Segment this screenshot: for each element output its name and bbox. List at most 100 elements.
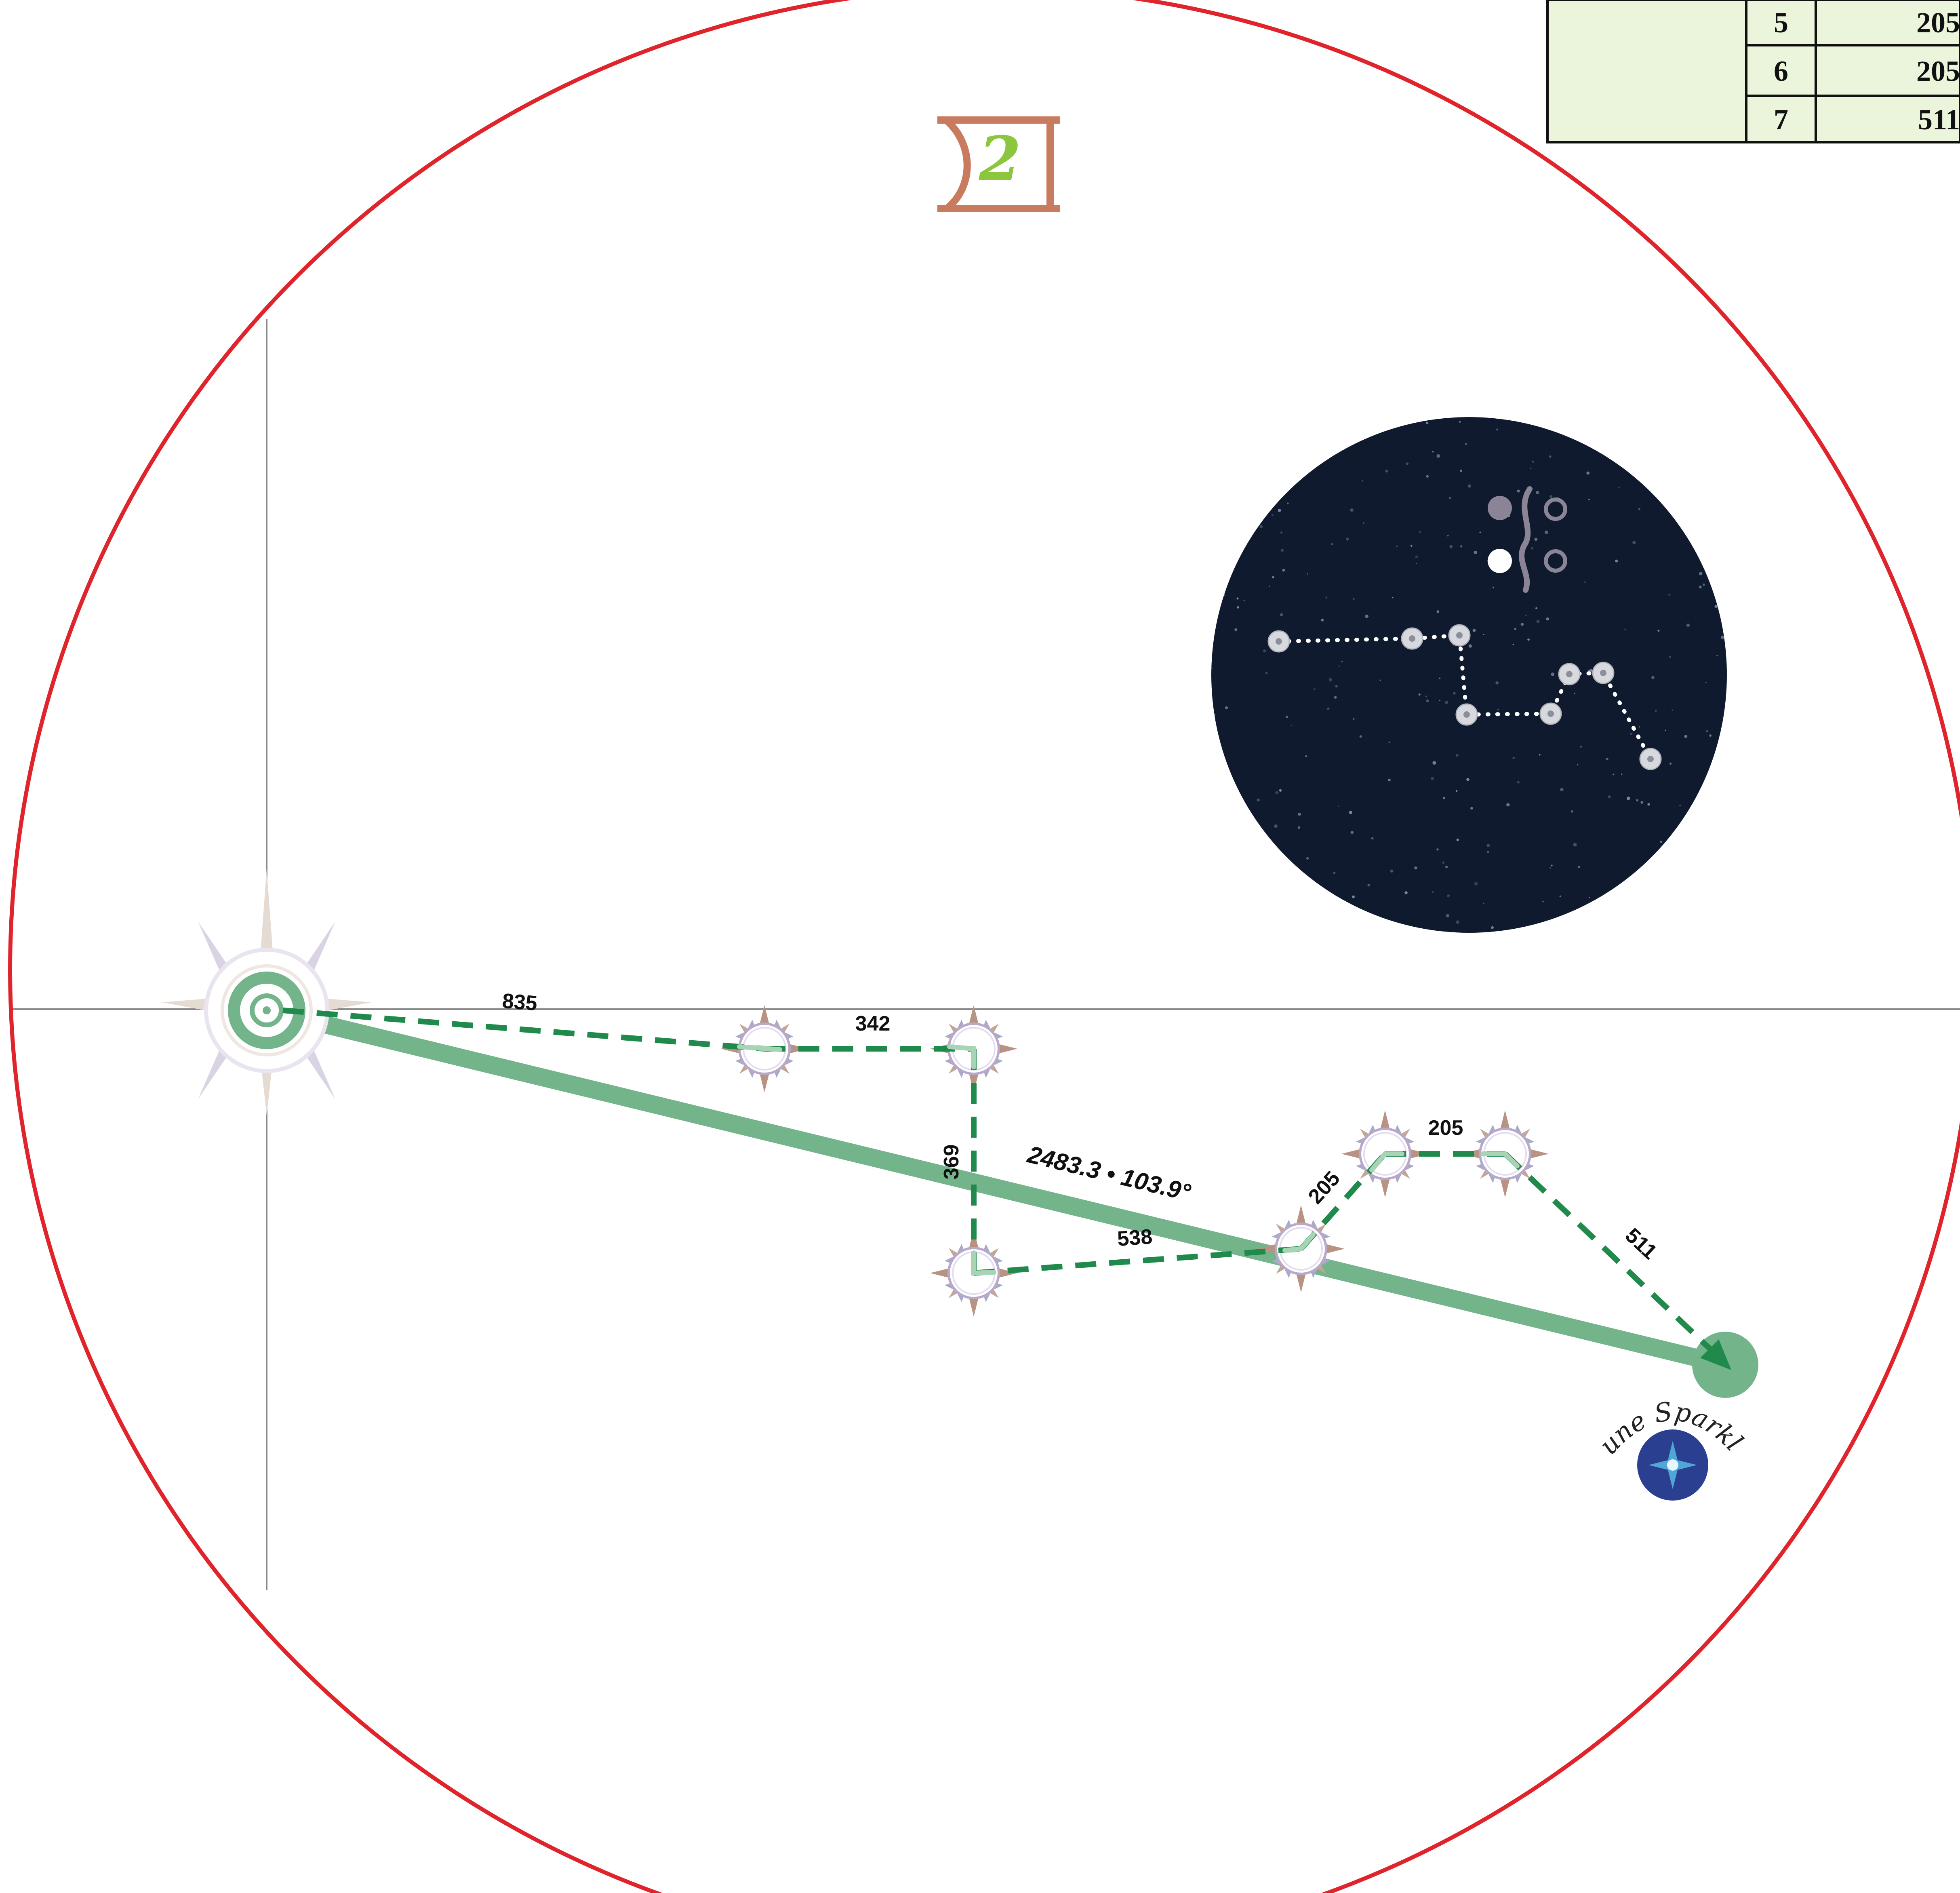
background-star <box>1217 543 1219 544</box>
background-star <box>1278 508 1281 512</box>
leg-label: 835 <box>501 989 538 1016</box>
background-star <box>1291 725 1293 727</box>
background-star <box>1445 865 1448 869</box>
background-star <box>1580 746 1582 748</box>
leg-label: 538 <box>1116 1225 1153 1251</box>
background-star <box>1223 593 1225 596</box>
background-star <box>1257 798 1260 802</box>
background-star <box>1442 861 1444 864</box>
background-star <box>1432 451 1434 453</box>
background-star <box>1419 531 1421 533</box>
background-star <box>1338 665 1340 667</box>
background-star <box>1549 867 1552 869</box>
background-star <box>1363 522 1364 524</box>
background-star <box>1263 649 1266 653</box>
background-star <box>1396 545 1398 548</box>
background-star <box>1679 805 1681 807</box>
background-star <box>1584 581 1586 583</box>
background-star <box>1404 891 1408 894</box>
background-star <box>1487 851 1489 853</box>
background-star <box>1531 547 1534 550</box>
background-star <box>1707 827 1711 831</box>
background-star <box>1350 508 1354 512</box>
background-star <box>1714 605 1718 608</box>
background-star <box>1669 762 1672 765</box>
background-star <box>1449 545 1453 548</box>
background-star <box>1551 864 1553 866</box>
route-leg <box>1503 1151 1715 1354</box>
background-star <box>1439 700 1440 701</box>
background-star <box>1517 489 1520 493</box>
background-star <box>1385 470 1388 473</box>
background-star <box>1512 757 1515 759</box>
background-star <box>1520 622 1524 626</box>
background-star <box>1548 420 1549 422</box>
background-star <box>1517 781 1520 784</box>
background-star <box>1559 895 1561 897</box>
background-star <box>1326 707 1330 710</box>
background-star <box>1455 790 1458 792</box>
background-star <box>1426 699 1429 702</box>
table-row: 5 205 <box>1774 6 1960 39</box>
background-star <box>1571 810 1573 813</box>
route-leg <box>282 1008 765 1052</box>
background-star <box>1456 920 1460 924</box>
background-star <box>1472 628 1476 632</box>
background-star <box>1415 555 1418 558</box>
background-star <box>1608 795 1611 799</box>
background-star <box>1307 573 1308 575</box>
background-star <box>1333 872 1336 875</box>
background-star <box>1352 895 1355 898</box>
table-row: 7 511 <box>1774 103 1960 136</box>
background-star <box>1221 591 1222 593</box>
background-star <box>1325 597 1327 599</box>
background-star <box>1305 755 1307 757</box>
background-star <box>1706 470 1709 472</box>
background-star <box>1265 672 1268 675</box>
background-star <box>1678 829 1680 831</box>
background-star <box>1286 715 1288 718</box>
background-star <box>1353 718 1355 720</box>
background-star <box>1313 688 1316 690</box>
total-path <box>258 1001 1734 1374</box>
background-star <box>1657 629 1660 632</box>
background-star <box>1392 597 1394 599</box>
background-star <box>1297 435 1299 437</box>
origin-compass <box>162 869 372 1115</box>
background-star <box>1307 913 1309 915</box>
background-star <box>1432 891 1434 893</box>
background-star <box>1298 812 1301 816</box>
background-star <box>1532 460 1534 463</box>
background-star <box>1549 495 1553 498</box>
background-star <box>1253 490 1255 492</box>
background-star <box>1379 679 1381 681</box>
background-star <box>1574 693 1575 694</box>
background-star <box>1388 741 1390 743</box>
background-star <box>1453 691 1456 695</box>
background-star <box>1651 676 1655 679</box>
background-star <box>1615 559 1618 563</box>
background-star <box>1535 607 1537 609</box>
background-star <box>1578 866 1580 868</box>
background-star <box>1280 549 1284 552</box>
background-star <box>1636 799 1639 802</box>
background-star <box>1414 866 1417 870</box>
background-star <box>1367 883 1371 887</box>
background-star <box>1483 634 1484 635</box>
boundary-circle <box>8 0 1960 1893</box>
background-star <box>1551 672 1554 676</box>
background-star <box>1655 710 1657 712</box>
background-star <box>1497 708 1499 710</box>
background-star <box>1700 806 1702 808</box>
background-star <box>1425 696 1427 698</box>
background-star <box>1456 838 1459 841</box>
background-star <box>1300 441 1304 445</box>
background-star <box>1436 454 1440 458</box>
background-star <box>1687 859 1691 862</box>
background-star <box>1460 545 1463 548</box>
background-star <box>1334 905 1337 907</box>
background-star <box>1280 531 1283 534</box>
background-star <box>1621 773 1623 775</box>
background-star <box>1297 826 1301 829</box>
